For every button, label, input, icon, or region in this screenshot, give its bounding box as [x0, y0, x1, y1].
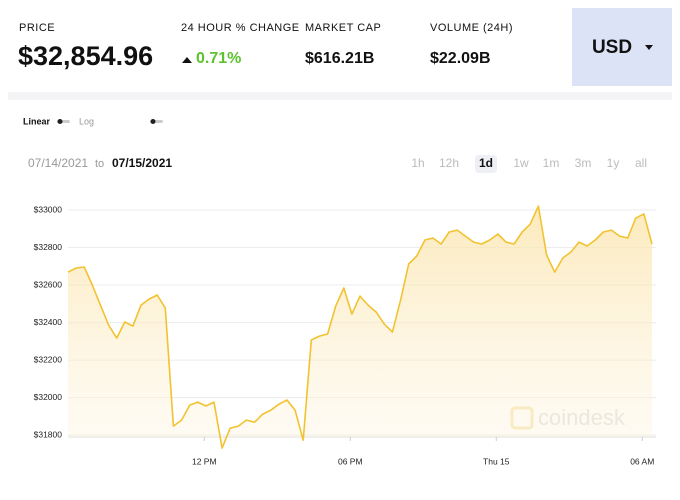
- range-active-pill: [475, 155, 497, 173]
- header-shadow: [8, 92, 672, 100]
- date-to[interactable]: 07/15/2021: [112, 156, 172, 170]
- stat-value: $22.09B: [430, 50, 491, 67]
- date-from[interactable]: 07/14/2021: [28, 156, 88, 170]
- stat-value: $616.21B: [305, 50, 374, 67]
- range-button[interactable]: 3m: [575, 156, 592, 170]
- y-tick-label: $32000: [34, 392, 63, 402]
- scale-option[interactable]: Log: [79, 116, 94, 126]
- x-tick-label: Thu 15: [483, 456, 510, 466]
- date-joiner: to: [95, 158, 104, 170]
- dropdown-caret: [645, 45, 653, 50]
- toggle-knob[interactable]: [150, 119, 156, 124]
- y-tick-label: $32600: [34, 279, 63, 289]
- x-tick-label: 06 PM: [338, 456, 363, 466]
- currency-label[interactable]: USD: [592, 37, 632, 58]
- range-button[interactable]: 1y: [607, 156, 620, 170]
- range-button[interactable]: 1m: [543, 156, 560, 170]
- price-line: [67, 205, 653, 449]
- range-button[interactable]: 12h: [439, 156, 459, 170]
- range-button[interactable]: 1d: [479, 156, 493, 170]
- x-tick-label: 06 AM: [630, 456, 654, 466]
- stat-value: $32,854.96: [18, 41, 153, 71]
- y-tick-label: $32400: [34, 317, 63, 327]
- stat-label: 24 HOUR % CHANGE: [181, 22, 300, 34]
- up-arrow: [182, 57, 192, 63]
- y-tick-label: $32800: [34, 242, 63, 252]
- range-button[interactable]: 1w: [513, 156, 529, 170]
- scale-option[interactable]: Linear: [23, 116, 51, 126]
- range-button[interactable]: 1h: [411, 156, 424, 170]
- toggle-knob[interactable]: [57, 119, 63, 124]
- stat-label: VOLUME (24H): [430, 22, 513, 34]
- stat-label: MARKET CAP: [305, 22, 381, 34]
- area-fill: [68, 206, 652, 449]
- y-tick-label: $31800: [34, 429, 63, 439]
- stat-label: PRICE: [19, 22, 55, 34]
- range-button[interactable]: all: [635, 156, 647, 170]
- y-tick-label: $32200: [34, 354, 63, 364]
- x-tick-label: 12 PM: [192, 456, 217, 466]
- stat-value: 0.71%: [196, 50, 241, 67]
- y-tick-label: $33000: [34, 204, 63, 214]
- currency-button[interactable]: [572, 8, 672, 86]
